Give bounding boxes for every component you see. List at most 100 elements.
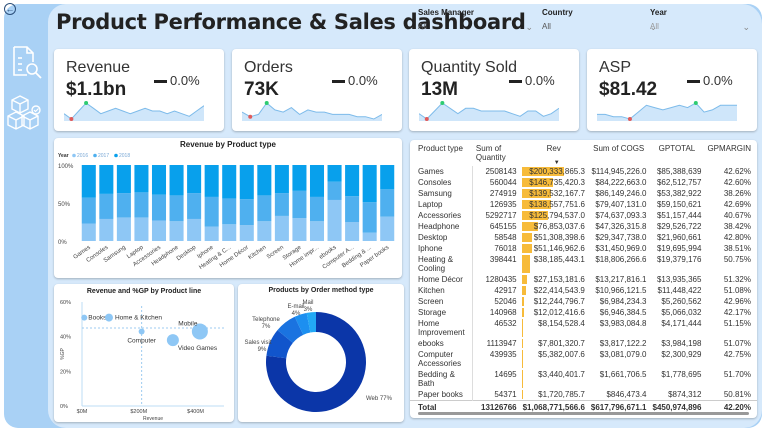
bar-segment-2017[interactable]	[169, 195, 184, 222]
bar-segment-2018[interactable]	[292, 165, 307, 191]
bar-segment-2016[interactable]	[327, 199, 342, 241]
bar-segment-2017[interactable]	[151, 194, 167, 221]
bar-segment-2018[interactable]	[239, 165, 254, 200]
table-row[interactable]: Consoles 560044 $146,735,420.3 $84,222,663.…	[410, 177, 757, 188]
bar-segment-2018[interactable]	[222, 165, 237, 199]
order-method-donut-chart[interactable]: Products by Order method type Web 77% Sal…	[238, 284, 404, 422]
table-row[interactable]: Desktop 58548 $51,308,398.6 $29,347,738.0 $2…	[410, 232, 757, 243]
bar-segment-2016[interactable]	[292, 218, 307, 241]
donut-slice-mail[interactable]	[306, 312, 316, 333]
bar-segment-2017[interactable]	[239, 199, 254, 226]
back-arrow-icon[interactable]: ←	[4, 3, 16, 15]
bar-segment-2018[interactable]	[81, 165, 96, 198]
bar-segment-2017[interactable]	[257, 195, 272, 222]
revenue-by-product-type-chart[interactable]: Revenue by Product type Year 2016 2017 2018…	[54, 138, 402, 278]
slicer-year[interactable]: Year All ⌄	[650, 8, 750, 36]
bar-segment-2017[interactable]	[187, 193, 202, 219]
table-row[interactable]: Storage 140968 $12,012,416.6 $6,946,384.5 $5…	[410, 307, 757, 318]
slicer-sales-manager[interactable]: Sales Manager All ⌄	[418, 8, 533, 36]
bar-segment-2016[interactable]	[151, 220, 167, 241]
column-header[interactable]: Sum of COGS	[593, 144, 645, 153]
column-header[interactable]: Sum of Quantity	[475, 144, 506, 162]
table-row[interactable]: Laptop 126935 $138,557,751.6 $79,407,131.0 $…	[410, 199, 757, 210]
donut-slice-sales-visit[interactable]	[266, 330, 293, 359]
bar-segment-2016[interactable]	[239, 225, 254, 241]
kpi-card-revenue[interactable]: Revenue $1.1bn 0.0%	[54, 49, 224, 131]
product-table[interactable]: Product type Sum of Quantity Rev ▼ Sum of…	[410, 140, 757, 418]
chevron-down-icon[interactable]: ⌄	[649, 22, 657, 32]
donut-slice-telephone[interactable]	[277, 316, 304, 343]
bar-segment-2016[interactable]	[204, 226, 219, 241]
bar-segment-2017[interactable]	[134, 192, 149, 218]
bar-segment-2017[interactable]	[116, 193, 131, 218]
slicer-country[interactable]: Country All ⌄	[542, 8, 657, 36]
bar-segment-2017[interactable]	[292, 190, 307, 219]
bar-segment-2017[interactable]	[380, 189, 395, 217]
chevron-down-icon[interactable]: ⌄	[742, 22, 750, 32]
column-header-sorted[interactable]: Rev ▼	[520, 140, 588, 166]
bar-segment-2017[interactable]	[345, 196, 360, 222]
table-row[interactable]: Home Improvement 46532 $8,154,528.4 $3,983,…	[410, 318, 757, 338]
kpi-card-orders[interactable]: Orders 73K 0.0%	[232, 49, 402, 131]
bar-segment-2017[interactable]	[362, 202, 377, 233]
scatter-point[interactable]	[166, 334, 179, 347]
bar-segment-2016[interactable]	[187, 218, 202, 241]
boxes-check-icon[interactable]	[6, 92, 46, 132]
bar-segment-2017[interactable]	[327, 181, 342, 200]
bar-segment-2018[interactable]	[380, 165, 395, 190]
chevron-down-icon[interactable]: ⌄	[525, 22, 533, 32]
bar-segment-2016[interactable]	[274, 215, 289, 241]
table-row[interactable]: Computer Accessories 439935 $5,382,007.6 $3…	[410, 349, 757, 369]
document-search-icon[interactable]	[8, 44, 44, 80]
bar-segment-2016[interactable]	[99, 218, 114, 241]
bar-segment-2018[interactable]	[274, 165, 289, 194]
column-header[interactable]: GPTOTAL	[658, 144, 696, 153]
bar-segment-2018[interactable]	[327, 165, 342, 182]
table-row[interactable]: Heating & Cooling 398441 $38,185,443.1 $18,…	[410, 254, 757, 274]
scatter-point[interactable]	[104, 313, 113, 322]
table-row[interactable]: Samsung 274919 $139,532,167.7 $86,149,246.0…	[410, 188, 757, 199]
table-row[interactable]: ebooks 1113947 $7,801,320.7 $3,817,122.2 $3,…	[410, 338, 757, 349]
bar-segment-2018[interactable]	[116, 165, 131, 194]
bar-segment-2018[interactable]	[99, 165, 114, 194]
legend-label[interactable]: 2017	[98, 153, 109, 159]
bar-segment-2017[interactable]	[274, 193, 289, 216]
bar-segment-2016[interactable]	[362, 232, 377, 241]
scatter-point[interactable]	[191, 323, 208, 340]
bar-segment-2016[interactable]	[116, 217, 131, 241]
bar-segment-2018[interactable]	[134, 165, 149, 193]
horizontal-scrollbar[interactable]	[418, 412, 749, 415]
bar-segment-2017[interactable]	[309, 196, 325, 222]
table-row[interactable]: Screen 52046 $12,244,796.7 $6,984,234.3 $5,2…	[410, 296, 757, 307]
scatter-point[interactable]	[138, 328, 145, 335]
kpi-card-asp[interactable]: ASP $81.42 0.0%	[587, 49, 757, 131]
table-row[interactable]: Kitchen 42917 $22,414,543.9 $10,966,121.5 $1…	[410, 285, 757, 296]
bar-segment-2018[interactable]	[362, 165, 377, 203]
table-row[interactable]: Paper books 54371 $1,720,785.7 $846,473.4 $8…	[410, 389, 757, 401]
revenue-gp-scatter-chart[interactable]: Revenue and %GP by Product line 60% 40% 20…	[54, 284, 234, 422]
table-row[interactable]: Accessories 5292717 $125,794,537.0 $74,637,…	[410, 210, 757, 221]
bar-segment-2016[interactable]	[380, 216, 395, 241]
bar-segment-2016[interactable]	[134, 217, 149, 241]
bar-segment-2017[interactable]	[204, 196, 219, 227]
legend-label[interactable]: 2016	[77, 153, 88, 159]
bar-segment-2018[interactable]	[309, 165, 325, 197]
donut-slice-web[interactable]	[266, 312, 366, 412]
table-row[interactable]: Bedding & Bath 14695 $3,440,401.7 $1,661,70…	[410, 369, 757, 389]
bar-segment-2017[interactable]	[222, 198, 237, 225]
bar-segment-2018[interactable]	[151, 165, 167, 195]
bar-segment-2018[interactable]	[204, 165, 219, 197]
legend-label[interactable]: 2018	[119, 153, 130, 159]
bar-segment-2018[interactable]	[345, 165, 360, 197]
bar-segment-2017[interactable]	[81, 197, 96, 224]
donut-slice-e-mail[interactable]	[294, 312, 311, 335]
scatter-point[interactable]	[81, 314, 88, 321]
bar-segment-2016[interactable]	[169, 221, 184, 241]
bar-segment-2016[interactable]	[222, 224, 237, 241]
bar-segment-2018[interactable]	[187, 165, 202, 194]
column-header[interactable]: Product type	[418, 144, 463, 153]
bar-segment-2017[interactable]	[99, 193, 114, 219]
column-header[interactable]: GPMARGIN	[707, 144, 751, 153]
kpi-card-quantity-sold[interactable]: Quantity Sold 13M 0.0%	[409, 49, 579, 131]
bar-segment-2016[interactable]	[81, 223, 96, 241]
